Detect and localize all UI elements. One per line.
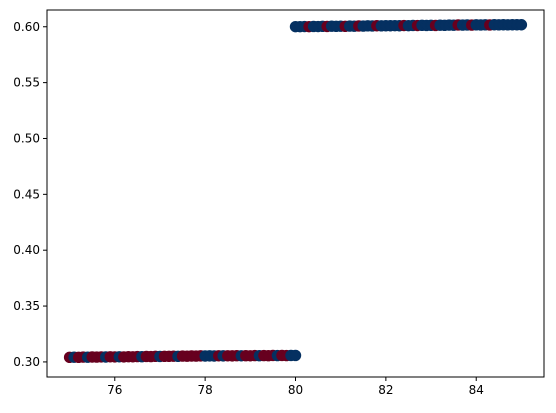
y-tick-label: 0.60 (13, 20, 40, 34)
data-point (515, 19, 528, 31)
y-tick-label: 0.45 (13, 187, 40, 201)
data-points (63, 19, 528, 364)
x-tick-label: 80 (288, 383, 303, 397)
y-tick-label: 0.30 (13, 355, 40, 369)
x-tick-label: 82 (378, 383, 393, 397)
x-tick-label: 84 (469, 383, 484, 397)
y-tick-label: 0.55 (13, 76, 40, 90)
y-tick-label: 0.35 (13, 299, 40, 313)
x-axis: 76 78 80 82 84 (107, 377, 484, 397)
y-tick-label: 0.50 (13, 131, 40, 145)
y-tick-label: 0.40 (13, 243, 40, 257)
data-point (289, 349, 302, 362)
y-axis: 0.30 0.35 0.40 0.45 0.50 0.55 0.60 (13, 20, 47, 369)
plot-area (47, 10, 544, 377)
x-tick-label: 76 (107, 383, 122, 397)
x-tick-label: 78 (197, 383, 212, 397)
